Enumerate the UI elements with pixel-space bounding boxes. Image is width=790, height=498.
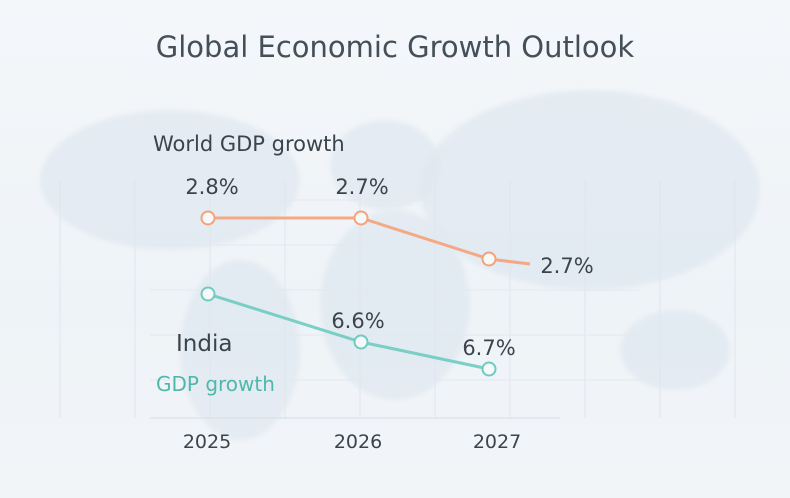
map-north-america bbox=[40, 110, 300, 250]
x-tick-label: 2027 bbox=[472, 431, 522, 453]
data-point bbox=[353, 334, 369, 350]
data-point bbox=[353, 210, 369, 226]
map-asia bbox=[420, 90, 760, 290]
chart-title: Global Economic Growth Outlook bbox=[155, 30, 635, 64]
x-tick-label: 2026 bbox=[333, 431, 383, 453]
legend-india-sub: GDP growth bbox=[156, 372, 275, 396]
data-label: 2.7% bbox=[335, 175, 389, 199]
data-point bbox=[200, 210, 216, 226]
data-point bbox=[200, 286, 216, 302]
data-point bbox=[481, 361, 497, 377]
x-tick-label: 2025 bbox=[182, 431, 232, 453]
legend-india: India bbox=[176, 331, 233, 357]
legend-world: World GDP growth bbox=[153, 132, 345, 156]
series-line-0 bbox=[208, 216, 531, 266]
data-label: 6.7% bbox=[462, 336, 516, 360]
data-label: 6.6% bbox=[331, 309, 385, 333]
data-label: 2.7% bbox=[540, 254, 594, 278]
data-point bbox=[481, 251, 497, 267]
map-australia bbox=[620, 310, 730, 390]
data-label: 2.8% bbox=[185, 175, 239, 199]
